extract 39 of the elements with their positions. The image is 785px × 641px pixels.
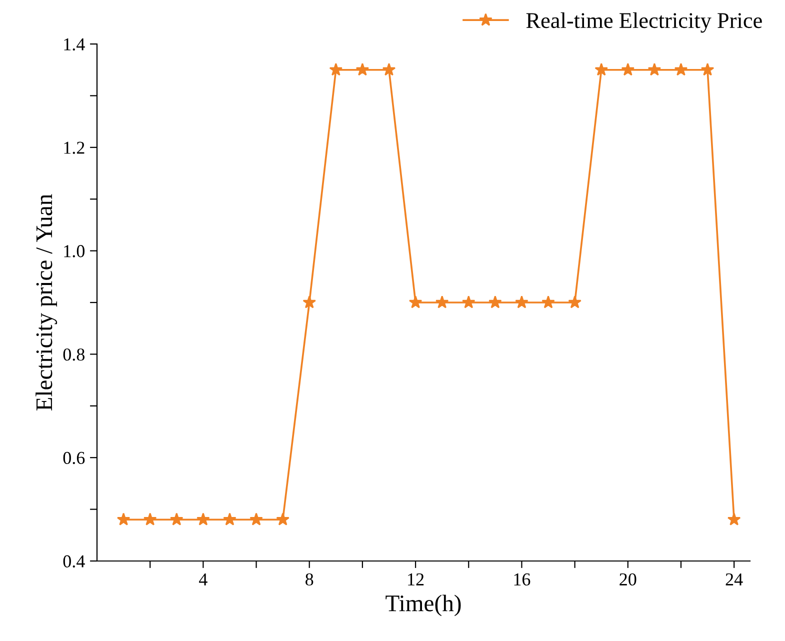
point — [143, 512, 157, 526]
point — [594, 62, 608, 76]
point — [515, 296, 528, 308]
x-tick-label: 8 — [306, 573, 314, 586]
point — [382, 62, 396, 76]
point — [674, 62, 688, 76]
point — [568, 296, 582, 308]
x-tick-label: 4 — [199, 573, 208, 586]
x-tick-label: 24 — [726, 573, 743, 586]
point — [276, 512, 290, 526]
x-tick-label: 12 — [408, 573, 424, 586]
point — [488, 296, 502, 308]
point — [116, 512, 130, 526]
point — [302, 296, 316, 308]
y-tick-label: 0.8 — [63, 348, 85, 361]
legend-label: Real-time Electricity Price — [526, 12, 762, 33]
x-tick-label: 16 — [514, 573, 530, 586]
point — [223, 512, 236, 526]
point — [408, 296, 422, 308]
point — [648, 62, 662, 76]
x-axis-title: Time(h) — [386, 594, 461, 616]
point — [356, 62, 370, 76]
y-tick-label: 1.4 — [64, 38, 85, 51]
point — [170, 512, 184, 526]
y-tick-label: 1.0 — [64, 245, 85, 258]
point — [250, 512, 263, 526]
point — [435, 296, 449, 308]
point — [621, 62, 635, 76]
point — [727, 512, 741, 526]
y-tick-label: 0.4 — [63, 555, 85, 568]
x-tick-label: 20 — [620, 573, 636, 586]
point — [462, 296, 476, 308]
y-tick-label: 1.2 — [64, 142, 84, 154]
point — [542, 296, 555, 308]
y-tick-label: 0.6 — [63, 452, 85, 464]
point — [329, 62, 343, 76]
y-axis-title: Electricity price / Yuan — [36, 194, 58, 411]
point — [700, 62, 714, 76]
point — [196, 512, 210, 526]
